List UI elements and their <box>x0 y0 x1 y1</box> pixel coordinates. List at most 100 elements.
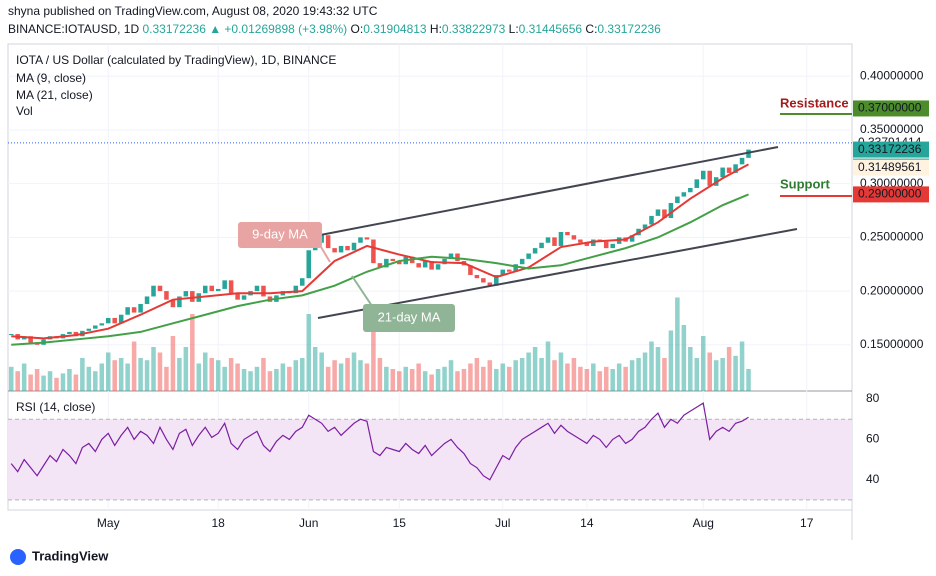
volume-bar <box>118 358 124 391</box>
moving-average <box>11 193 749 346</box>
candle <box>235 293 240 300</box>
candle <box>655 209 661 216</box>
x-tick-label: 18 <box>212 516 226 530</box>
price-label: 0.33172236 <box>858 142 922 156</box>
volume-bar <box>80 358 85 391</box>
candle <box>151 285 156 297</box>
volume-bar <box>345 358 350 391</box>
support-label: Support <box>780 176 830 191</box>
price-label-box <box>853 186 929 203</box>
volume-bar <box>416 363 421 391</box>
volume-bar <box>41 375 46 391</box>
x-tick-label: 14 <box>580 516 594 530</box>
candle <box>552 237 557 246</box>
candle <box>73 331 79 337</box>
candle <box>675 196 680 203</box>
volume-bar <box>500 363 506 391</box>
volume-bar <box>125 363 130 391</box>
quote-part: C: <box>585 22 597 36</box>
volume-bar <box>422 371 428 391</box>
candle <box>422 261 428 268</box>
volume-bar <box>300 358 305 391</box>
volume-bar <box>603 366 609 391</box>
volume-bar <box>112 360 117 391</box>
volume-bar <box>190 314 195 391</box>
candle <box>726 167 732 173</box>
candle <box>545 237 551 243</box>
volume-bar <box>8 366 14 391</box>
price-label: 0.31489561 <box>858 160 922 174</box>
volume-bar <box>151 347 156 391</box>
candle <box>384 258 389 268</box>
candle <box>261 285 266 297</box>
volume-bar <box>261 358 266 391</box>
volume-bar <box>694 358 700 391</box>
volume-bar <box>196 363 202 391</box>
rsi-tick-label: 80 <box>866 391 880 405</box>
volume-bar <box>668 330 674 391</box>
y-tick-label: 0.20000000 <box>860 283 924 297</box>
ma21-annotation: 21-day MA <box>378 309 441 324</box>
volume-bar <box>384 366 389 391</box>
ma21-box <box>363 304 455 332</box>
volume-bar <box>183 347 189 391</box>
candle <box>481 278 486 283</box>
candle <box>371 239 376 264</box>
candle <box>28 336 33 343</box>
volume-bar <box>280 363 286 391</box>
candle <box>700 170 706 180</box>
volume-bar <box>578 366 583 391</box>
candle <box>118 314 124 324</box>
candle <box>67 331 72 335</box>
candle <box>377 263 383 268</box>
candle <box>170 299 176 308</box>
candle <box>209 285 214 292</box>
volume-bar <box>746 369 751 391</box>
volume-bar <box>513 360 518 391</box>
candle <box>519 258 525 265</box>
candle <box>513 264 518 272</box>
volume-bar <box>358 360 363 391</box>
candle <box>112 317 117 324</box>
candle <box>332 248 337 253</box>
volume-bar <box>131 341 137 391</box>
candle <box>125 307 130 315</box>
volume-bar <box>274 369 279 391</box>
candle <box>364 237 370 240</box>
volume-bar <box>287 366 292 391</box>
volume-bar <box>662 358 667 391</box>
candle <box>86 328 92 331</box>
volume-bar <box>293 360 299 391</box>
volume-bar <box>688 347 693 391</box>
volume-bar <box>21 363 27 391</box>
candle <box>345 245 350 251</box>
volume-bar <box>170 336 176 391</box>
volume-bar <box>726 347 732 391</box>
quote-part: 0.33172236 <box>597 22 661 36</box>
volume-bar <box>177 358 182 391</box>
volume-bar <box>351 352 357 391</box>
resistance-label: Resistance <box>780 95 849 110</box>
volume-bar <box>636 358 641 391</box>
candle <box>93 325 98 329</box>
candle <box>429 261 434 270</box>
quote-part: L: <box>509 22 519 36</box>
candle <box>610 243 615 249</box>
candle <box>455 253 460 262</box>
candle <box>506 269 512 272</box>
volume-bar <box>720 358 725 391</box>
x-tick-label: Aug <box>693 516 714 530</box>
volume-bar <box>616 363 622 391</box>
volume-bar <box>675 297 680 391</box>
volume-bar <box>571 358 577 391</box>
x-tick-label: 17 <box>800 516 814 530</box>
volume-bar <box>325 366 331 391</box>
volume-bar <box>54 377 59 391</box>
candle <box>558 232 564 246</box>
volume-bar <box>435 369 441 391</box>
candle <box>190 291 195 302</box>
quote-part: H: <box>430 22 442 36</box>
symbol-legend: IOTA / US Dollar (calculated by TradingV… <box>16 53 336 67</box>
volume-bar <box>519 358 525 391</box>
candle <box>254 285 260 292</box>
